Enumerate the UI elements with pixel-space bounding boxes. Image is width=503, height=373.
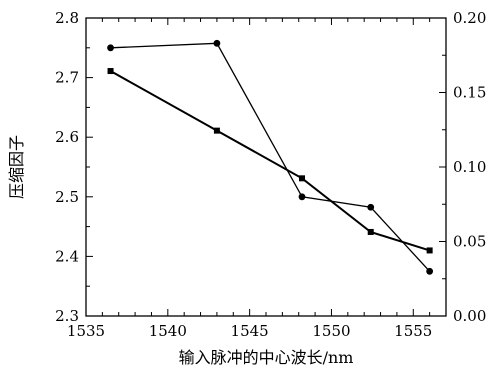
y-tick-label: 2.7 — [55, 69, 79, 87]
x-tick-label: 1545 — [231, 322, 269, 340]
y2-tick-label: 0.15 — [453, 84, 486, 102]
data-point-square — [368, 229, 374, 235]
y-tick-label: 2.5 — [55, 188, 79, 206]
data-point-circle — [214, 40, 221, 47]
data-point-circle — [426, 268, 433, 275]
data-point-square — [214, 128, 220, 134]
data-point-circle — [107, 44, 114, 51]
y-tick-label: 2.6 — [55, 128, 79, 146]
data-point-circle — [367, 204, 374, 211]
data-point-square — [108, 68, 114, 74]
series-line-square — [111, 71, 430, 250]
x-tick-label: 1540 — [149, 322, 187, 340]
x-tick-label: 1550 — [312, 322, 350, 340]
series-line-circle — [111, 43, 430, 271]
y2-tick-label: 0.10 — [453, 158, 486, 176]
plot-frame — [86, 18, 446, 316]
data-point-square — [427, 247, 433, 253]
y2-tick-label: 0.00 — [453, 307, 486, 325]
y2-tick-label: 0.05 — [453, 233, 486, 251]
data-point-square — [299, 175, 305, 181]
y2-tick-label: 0.20 — [453, 9, 486, 27]
axis-ticks: 1535 1540 1545 1550 15552.32.42.52.62.72.80.… — [55, 9, 486, 340]
series-layer — [107, 40, 433, 275]
x-axis-label: 输入脉冲的中心波长/nm — [179, 348, 354, 367]
y-tick-label: 2.3 — [55, 307, 79, 325]
y-tick-label: 2.8 — [55, 9, 79, 27]
data-point-circle — [299, 193, 306, 200]
y-tick-label: 2.4 — [55, 247, 79, 265]
y-axis-label: 压缩因子 — [7, 135, 26, 199]
x-tick-label: 1555 — [394, 322, 432, 340]
